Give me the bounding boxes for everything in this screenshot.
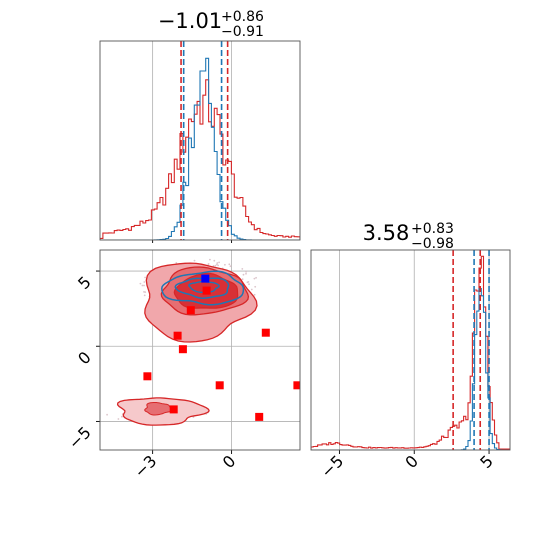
sample-point (245, 270, 248, 273)
sample-point (106, 413, 108, 416)
histogram-param-2 (311, 250, 510, 450)
title-param-1: −1.01 (158, 9, 222, 33)
x-tick-label-param-2: 0 (401, 451, 422, 472)
histogram-blue-param-1 (100, 57, 300, 240)
y-tick-label-param-2: 5 (74, 272, 95, 293)
marker-red (293, 381, 300, 390)
sample-point (214, 264, 217, 267)
x-tick-label-param-1: 0 (219, 451, 240, 472)
sample-point (250, 288, 253, 291)
x-tick-label-param-2: −5 (317, 451, 347, 481)
panel-frame (99, 40, 301, 241)
sample-point (253, 293, 256, 296)
sample-point (253, 277, 256, 280)
contour-blue-inner (188, 281, 220, 293)
sample-point (216, 262, 219, 264)
contour-blue-outer (161, 270, 245, 306)
joint-panel (100, 250, 300, 450)
sample-point (143, 284, 145, 287)
marker-red (215, 381, 224, 390)
x-tick-label-param-1: −3 (130, 451, 160, 481)
marker-red (261, 328, 270, 337)
y-tick-label-param-2: −5 (65, 423, 95, 453)
title-param-1-sub: −0.91 (221, 24, 264, 40)
histogram-param-1 (100, 41, 300, 240)
marker-red (202, 286, 211, 295)
sample-point (143, 281, 146, 283)
panel-background (311, 250, 510, 450)
sample-point (218, 261, 221, 264)
sample-point (217, 264, 220, 267)
contour-lower-inner (144, 402, 174, 416)
sample-point (143, 294, 146, 297)
y-tick-label-param-2: 0 (74, 348, 95, 369)
marker-red (255, 412, 264, 421)
marker-red (143, 372, 152, 381)
sample-point (245, 272, 247, 275)
title-param-2: 3.58 (363, 221, 410, 245)
title-param-1-sup: +0.86 (221, 9, 264, 25)
sample-point (241, 278, 244, 281)
sample-point (207, 263, 210, 265)
title-param-2-sub: −0.98 (411, 236, 454, 252)
sample-point (117, 418, 120, 420)
sample-point (175, 262, 178, 264)
histogram-blue-param-2 (311, 287, 510, 450)
sample-point (228, 263, 231, 266)
sample-point (141, 284, 144, 287)
sample-point (213, 259, 216, 262)
sample-point (242, 273, 245, 276)
sample-point (241, 268, 244, 270)
sample-point (229, 265, 232, 268)
sample-point (248, 283, 250, 286)
sample-point (143, 291, 145, 293)
sample-point (121, 415, 123, 418)
marker-red (173, 331, 182, 340)
panel-frame (310, 249, 511, 451)
marker-red (178, 345, 187, 354)
sample-point (144, 276, 147, 279)
sample-point (193, 259, 196, 262)
contour-blue-middle (174, 277, 230, 299)
marker-red (169, 405, 178, 414)
panel-frame (99, 249, 301, 451)
title-param-2-sup: +0.83 (411, 221, 454, 237)
x-tick-label-param-2: 5 (476, 451, 497, 472)
sample-point (254, 285, 257, 288)
sample-point (255, 276, 257, 279)
sample-point (139, 282, 142, 285)
sample-point (246, 281, 249, 284)
sample-point (209, 258, 211, 261)
histogram-red-param-1 (100, 79, 300, 240)
marker-red (186, 306, 195, 315)
sample-point (224, 263, 226, 266)
sample-point (216, 263, 218, 266)
marker-blue (201, 274, 210, 283)
